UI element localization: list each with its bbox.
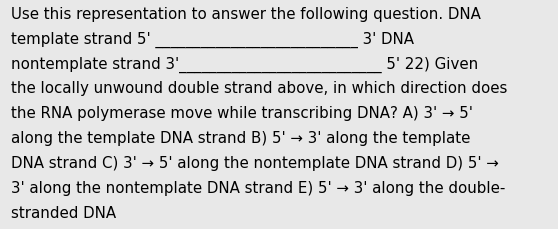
Text: template strand 5' ___________________________ 3' DNA: template strand 5' _____________________… <box>11 32 414 48</box>
Text: stranded DNA: stranded DNA <box>11 205 116 220</box>
Text: the locally unwound double strand above, in which direction does: the locally unwound double strand above,… <box>11 81 508 96</box>
Text: nontemplate strand 3'___________________________ 5' 22) Given: nontemplate strand 3'___________________… <box>11 56 478 72</box>
Text: 3' along the nontemplate DNA strand E) 5' → 3' along the double-: 3' along the nontemplate DNA strand E) 5… <box>11 180 506 195</box>
Text: along the template DNA strand B) 5' → 3' along the template: along the template DNA strand B) 5' → 3'… <box>11 131 470 145</box>
Text: the RNA polymerase move while transcribing DNA? A) 3' → 5': the RNA polymerase move while transcribi… <box>11 106 473 121</box>
Text: DNA strand C) 3' → 5' along the nontemplate DNA strand D) 5' →: DNA strand C) 3' → 5' along the nontempl… <box>11 155 499 170</box>
Text: Use this representation to answer the following question. DNA: Use this representation to answer the fo… <box>11 7 481 22</box>
